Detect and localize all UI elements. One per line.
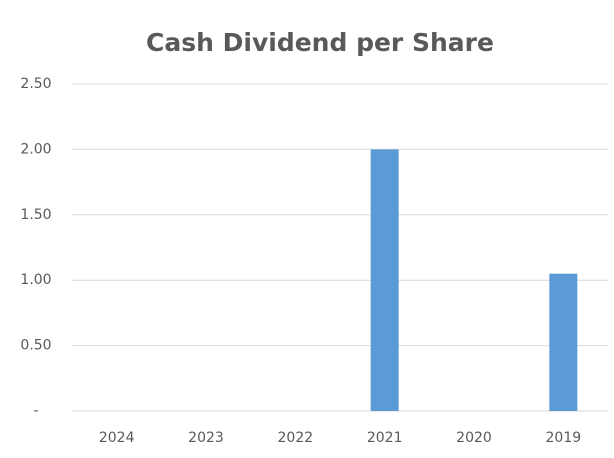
x-tick-label: 2023: [188, 430, 224, 446]
y-tick-label: 0.50: [20, 338, 51, 354]
y-tick-label: 2.00: [20, 141, 51, 157]
x-tick-label: 2020: [456, 430, 492, 446]
bar: [370, 149, 399, 411]
y-tick-label: 2.50: [20, 76, 51, 92]
bar: [549, 273, 578, 411]
x-tick-label: 2019: [546, 430, 582, 446]
x-tick-label: 2024: [99, 430, 135, 446]
y-tick-label: -: [33, 403, 38, 419]
x-tick-label: 2021: [367, 430, 403, 446]
chart-title: Cash Dividend per Share: [146, 28, 494, 57]
y-tick-label: 1.50: [20, 207, 51, 223]
y-tick-label: 1.00: [20, 272, 51, 288]
x-tick-label: 2022: [278, 430, 314, 446]
